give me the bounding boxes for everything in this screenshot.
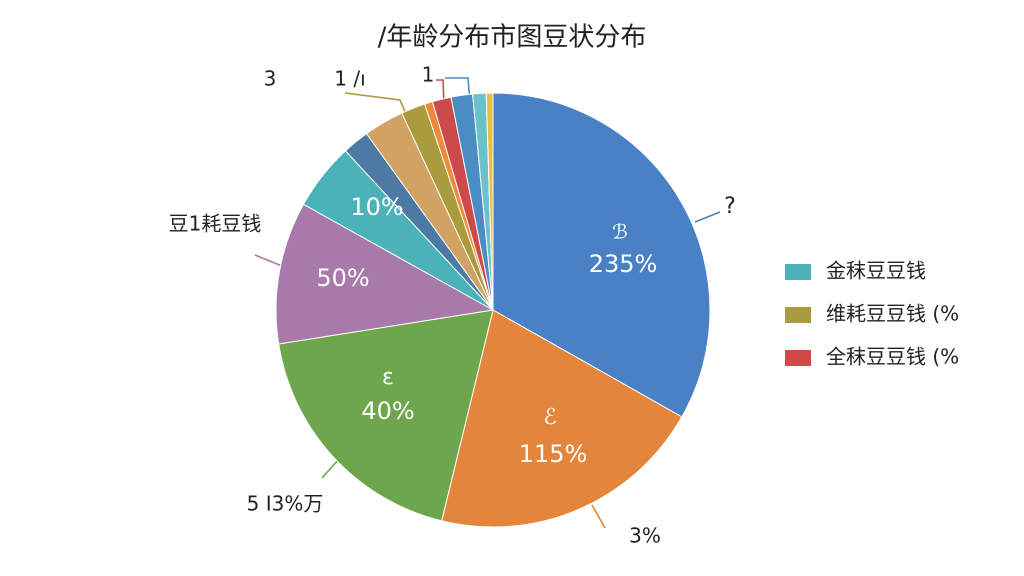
legend-label: 维耗豆豆钱 (% — [826, 302, 959, 326]
annotation: 235% — [589, 250, 658, 278]
annotation: ℰ — [543, 405, 556, 430]
annotation: 3% — [629, 524, 661, 548]
leader-line — [591, 504, 606, 529]
pie-slice — [492, 92, 711, 418]
annotation: ? — [724, 194, 736, 219]
annotation: 3 — [264, 67, 277, 91]
leader-line — [436, 79, 445, 105]
legend-swatch — [785, 264, 811, 280]
legend-label: 金秣豆豆钱 — [826, 259, 926, 283]
pie-slice — [441, 309, 683, 528]
annotation: 10% — [350, 193, 403, 221]
annotation: 115% — [519, 440, 588, 468]
leader-line — [321, 459, 339, 479]
leader-line — [694, 211, 721, 223]
annotation: ℬ — [612, 220, 628, 244]
chart-title: /年龄分布市图豆状分布 — [378, 23, 647, 53]
pie-slice — [485, 92, 494, 311]
leader-line — [254, 254, 283, 267]
legend-swatch — [785, 350, 811, 366]
legend-swatch — [785, 307, 811, 323]
legend-label: 全秣豆豆钱 (% — [826, 345, 959, 369]
pie-slice — [275, 203, 495, 345]
annotation: 40% — [361, 397, 414, 425]
annotation: 50% — [316, 264, 369, 292]
pie-slice — [278, 309, 494, 522]
annotation: ε — [382, 365, 394, 390]
annotation: 豆1耗豆钱 — [169, 212, 262, 236]
annotation: 1 — [422, 63, 435, 87]
annotation: 1 /ı — [334, 67, 365, 91]
annotation: 5 I3%万 — [247, 492, 324, 516]
